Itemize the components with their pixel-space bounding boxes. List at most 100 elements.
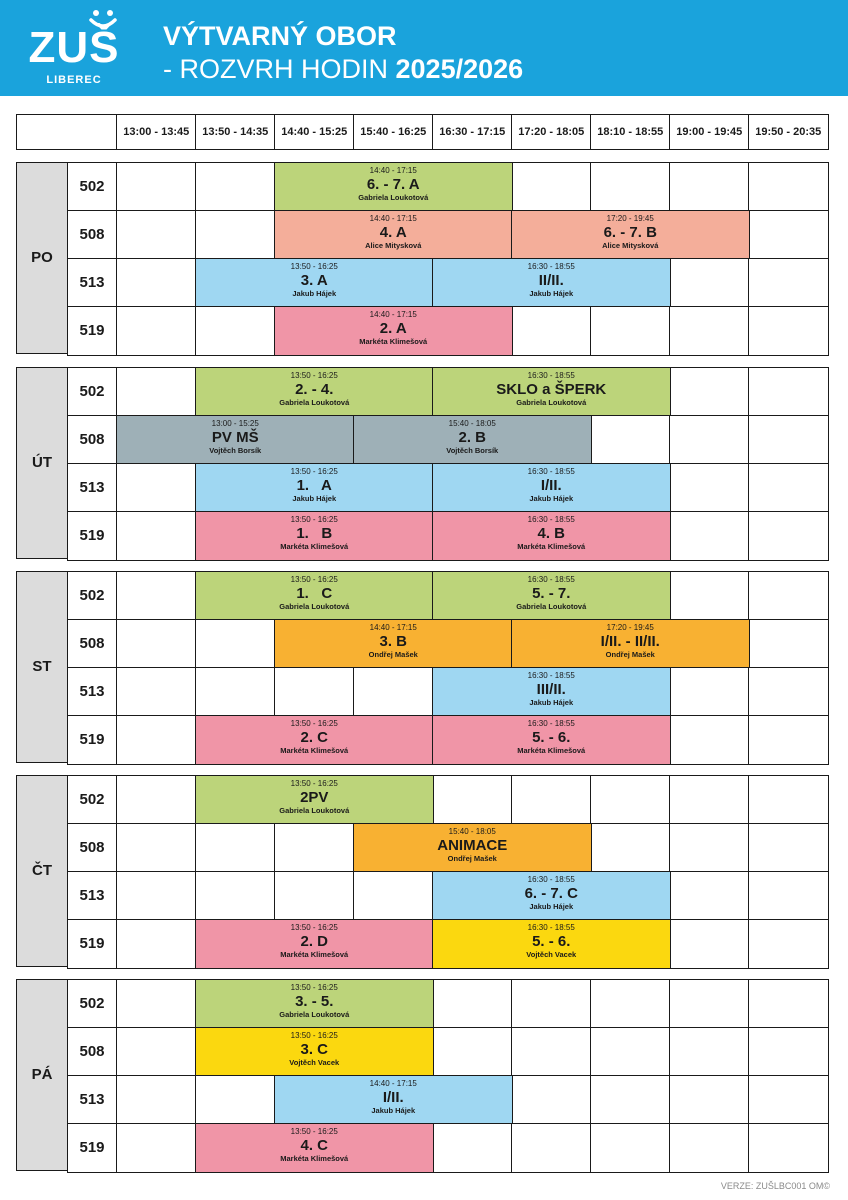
empty-slot [590,306,671,356]
lesson-block[interactable]: 16:30 - 18:55 6. - 7. C Jakub Hájek [432,871,671,921]
empty-slot [748,415,829,465]
room-label: 519 [66,919,118,969]
room-label: 513 [66,1075,118,1125]
empty-slot [748,775,829,825]
lesson-block[interactable]: 14:40 - 17:15 2. A Markéta Klimešová [274,306,513,356]
lesson-block[interactable]: 13:50 - 16:25 4. C Markéta Klimešová [195,1123,434,1173]
empty-slot [195,619,276,669]
time-slot-header: 14:40 - 15:25 [274,114,355,150]
empty-slot [669,258,750,308]
version-label: VERZE: ZUŠLBC001 OM© [720,1181,830,1191]
lesson-block[interactable]: 15:40 - 18:05 2. B Vojtěch Borsík [353,415,592,465]
lesson-block[interactable]: 13:50 - 16:25 2. C Markéta Klimešová [195,715,434,765]
lesson-class: 4. C [300,1137,328,1154]
empty-slot [195,871,276,921]
time-slot-header: 19:50 - 20:35 [748,114,829,150]
lesson-block[interactable]: 16:30 - 18:55 II/II. Jakub Hájek [432,258,671,308]
lesson-block[interactable]: 17:20 - 19:45 6. - 7. B Alice Mitysková [511,210,750,260]
lesson-block[interactable]: 13:50 - 16:25 3. A Jakub Hájek [195,258,434,308]
lesson-block[interactable]: 13:50 - 16:25 1. B Markéta Klimešová [195,511,434,561]
empty-slot [748,619,829,669]
empty-slot [748,919,829,969]
time-slot-header: 18:10 - 18:55 [590,114,671,150]
empty-slot [669,775,750,825]
lesson-block[interactable]: 14:40 - 17:15 I/II. Jakub Hájek [274,1075,513,1125]
logo-city: LIBEREC [46,74,102,86]
empty-slot [669,511,750,561]
lesson-teacher: Gabriela Loukotová [279,1010,350,1019]
lesson-block[interactable]: 14:40 - 17:15 3. B Ondřej Mašek [274,619,513,669]
lesson-teacher: Jakub Hájek [371,1106,416,1115]
empty-slot [116,306,197,356]
empty-slot [353,871,434,921]
lesson-time: 16:30 - 18:55 [527,575,575,584]
lesson-time: 15:40 - 18:05 [448,827,496,836]
lesson-block[interactable]: 13:50 - 16:25 1. C Gabriela Loukotová [195,571,434,621]
lesson-block[interactable]: 13:50 - 16:25 2. - 4. Gabriela Loukotová [195,367,434,417]
empty-slot [195,306,276,356]
lesson-block[interactable]: 16:30 - 18:55 5. - 6. Markéta Klimešová [432,715,671,765]
lesson-class: III/II. [536,681,566,698]
empty-slot [116,1123,197,1173]
empty-slot [590,162,671,212]
empty-slot [511,162,592,212]
lesson-block[interactable]: 16:30 - 18:55 SKLO a ŠPERK Gabriela Loukot… [432,367,671,417]
lesson-block[interactable]: 15:40 - 18:05 ANIMACE Ondřej Mašek [353,823,592,873]
lesson-block[interactable]: 14:40 - 17:15 6. - 7. A Gabriela Loukotová [274,162,513,212]
lesson-class: 5. - 6. [532,933,571,950]
lesson-block[interactable]: 16:30 - 18:55 5. - 6. Vojtěch Vacek [432,919,671,969]
lesson-class: 3. B [379,633,407,650]
empty-slot [748,571,829,621]
empty-slot [590,1123,671,1173]
empty-slot [590,979,671,1029]
lesson-block[interactable]: 16:30 - 18:55 4. B Markéta Klimešová [432,511,671,561]
lesson-class: 3. C [300,1041,328,1058]
room-label: 519 [66,511,118,561]
empty-slot [748,258,829,308]
lesson-block[interactable]: 13:00 - 15:25 PV MŠ Vojtěch Borsík [116,415,355,465]
empty-slot [511,1027,592,1077]
lesson-time: 13:50 - 16:25 [290,779,338,788]
empty-slot [669,823,750,873]
lesson-teacher: Markéta Klimešová [517,542,586,551]
empty-slot [748,306,829,356]
lesson-block[interactable]: 13:50 - 16:25 3. - 5. Gabriela Loukotová [195,979,434,1029]
lesson-time: 16:30 - 18:55 [527,515,575,524]
empty-slot [116,715,197,765]
empty-slot [590,775,671,825]
lesson-time: 16:30 - 18:55 [527,262,575,271]
empty-slot [669,306,750,356]
day-label: ST [16,571,68,763]
lesson-teacher: Jakub Hájek [529,698,574,707]
empty-slot [511,775,592,825]
empty-slot [116,571,197,621]
empty-slot [432,1027,513,1077]
lesson-block[interactable]: 16:30 - 18:55 III/II. Jakub Hájek [432,667,671,717]
lesson-class: 2. D [300,933,328,950]
empty-slot [432,979,513,1029]
empty-slot [748,823,829,873]
lesson-class: I/II. [540,477,562,494]
lesson-block[interactable]: 16:30 - 18:55 I/II. Jakub Hájek [432,463,671,513]
empty-slot [432,1123,513,1173]
lesson-class: 3. A [300,272,328,289]
lesson-block[interactable]: 13:50 - 16:25 2PV Gabriela Loukotová [195,775,434,825]
empty-slot [590,415,671,465]
lesson-block[interactable]: 14:40 - 17:15 4. A Alice Mitysková [274,210,513,260]
empty-slot [748,463,829,513]
lesson-time: 13:50 - 16:25 [290,262,338,271]
lesson-block[interactable]: 13:50 - 16:25 2. D Markéta Klimešová [195,919,434,969]
day-block: ÚT 502 13:50 - 16:25 2. - 4. Gabriela Loukot… [16,367,830,561]
lesson-block[interactable]: 16:30 - 18:55 5. - 7. Gabriela Loukotová [432,571,671,621]
lesson-block[interactable]: 13:50 - 16:25 3. C Vojtěch Vacek [195,1027,434,1077]
lesson-teacher: Markéta Klimešová [517,746,586,755]
room-label: 508 [66,823,118,873]
lesson-teacher: Gabriela Loukotová [358,193,429,202]
lesson-block[interactable]: 13:50 - 16:25 1. A Jakub Hájek [195,463,434,513]
lesson-block[interactable]: 17:20 - 19:45 I/II. - II/II. Ondřej Mašek [511,619,750,669]
time-slot-header: 13:00 - 13:45 [116,114,197,150]
lesson-class: 4. B [537,525,565,542]
lesson-teacher: Ondřej Mašek [447,854,497,863]
empty-slot [116,1027,197,1077]
empty-slot [748,979,829,1029]
